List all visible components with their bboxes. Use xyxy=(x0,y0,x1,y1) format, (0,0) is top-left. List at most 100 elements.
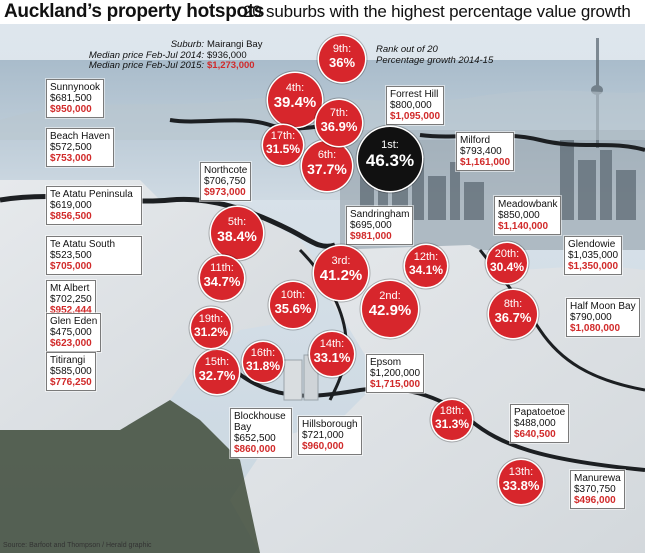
title-bar: Auckland’s property hotspots 20 suburbs … xyxy=(0,0,645,24)
rank-percent: 32.7% xyxy=(198,368,236,383)
suburb-new-price: $496,000 xyxy=(574,495,616,506)
rank-label: 5th: xyxy=(227,216,247,228)
rank-label: 20th: xyxy=(494,248,520,260)
suburb-new-price: $1,080,000 xyxy=(570,323,621,334)
suburb-new-price: $950,000 xyxy=(50,104,92,115)
rank-bubble-17: 17th: 31.5% xyxy=(263,125,303,165)
suburb-label-meadowbank: Meadowbank $850,000 $1,140,000 xyxy=(494,196,562,235)
rank-bubble-6: 6th: 37.7% xyxy=(302,141,352,191)
suburb-old-price: $619,000 xyxy=(50,200,92,211)
rank-percent: 33.1% xyxy=(313,350,351,365)
suburb-label-forrest-hill: Forrest Hill $800,000 $1,095,000 xyxy=(386,86,445,125)
suburb-name: Glen Eden xyxy=(50,316,98,327)
suburb-name: Manurewa xyxy=(574,473,621,484)
rank-percent: 31.5% xyxy=(265,142,301,156)
rank-percent: 46.3% xyxy=(365,151,415,170)
suburb-old-price: $850,000 xyxy=(498,210,540,221)
suburb-new-price: $1,350,000 xyxy=(568,261,619,272)
suburb-new-price: $973,000 xyxy=(204,187,246,198)
suburb-new-price: $1,715,000 xyxy=(370,379,421,390)
suburb-new-price: $952,444 xyxy=(50,305,92,316)
page-subtitle: 20 suburbs with the highest percentage v… xyxy=(243,2,631,21)
suburb-name: Sunnynook xyxy=(50,82,101,93)
rank-bubble-2: 2nd: 42.9% xyxy=(362,281,418,337)
suburb-new-price: $1,095,000 xyxy=(390,111,441,122)
suburb-old-price: $1,200,000 xyxy=(370,368,421,379)
rank-label: 1st: xyxy=(381,139,399,151)
suburb-label-half-moon-bay: Half Moon Bay $790,000 $1,080,000 xyxy=(566,298,640,337)
suburb-label-manurewa: Manurewa $370,750 $496,000 xyxy=(570,470,625,509)
suburb-new-price: $856,500 xyxy=(50,211,92,222)
suburb-name: Blockhouse Bay xyxy=(234,411,286,433)
suburb-name: Sandringham xyxy=(350,209,410,220)
rank-percent: 36% xyxy=(328,55,356,70)
suburb-old-price: $585,000 xyxy=(50,366,92,377)
suburb-old-price: $793,400 xyxy=(460,146,502,157)
rank-percent: 35.6% xyxy=(274,301,312,316)
rank-percent: 31.8% xyxy=(245,359,281,373)
rank-bubble-20: 20th: 30.4% xyxy=(487,243,527,283)
suburb-name: Hillsborough xyxy=(302,419,358,430)
suburb-new-price: $981,000 xyxy=(350,231,392,242)
legend-suburb-value: Mairangi Bay xyxy=(207,39,263,50)
suburb-label-sunnynook: Sunnynook $681,500 $950,000 xyxy=(46,79,105,118)
rank-label: 16th: xyxy=(250,347,276,359)
rank-percent: 34.1% xyxy=(408,263,444,277)
rank-bubble-18: 18th: 31.3% xyxy=(432,400,472,440)
rank-percent: 34.7% xyxy=(203,274,241,289)
rank-label: 19th: xyxy=(198,313,224,325)
suburb-label-te-atatu-peninsula: Te Atatu Peninsula $619,000 $856,500 xyxy=(46,186,142,225)
rank-bubble-9: 9th: 36% xyxy=(319,36,365,82)
rank-percent: 41.2% xyxy=(319,267,363,284)
suburb-name: Half Moon Bay xyxy=(570,301,636,312)
suburb-new-price: $623,000 xyxy=(50,338,92,349)
suburb-name: Forrest Hill xyxy=(390,89,439,100)
rank-bubble-15: 15th: 32.7% xyxy=(195,350,239,394)
suburb-old-price: $572,500 xyxy=(50,142,92,153)
rank-bubble-4: 4th: 39.4% xyxy=(268,73,322,127)
rank-bubble-1: 1st: 46.3% xyxy=(358,127,422,191)
rank-bubble-19: 19th: 31.2% xyxy=(191,308,231,348)
suburb-name: Te Atatu South xyxy=(50,239,116,250)
rank-label: 11th: xyxy=(210,262,234,274)
rank-bubble-8: 8th: 36.7% xyxy=(489,290,537,338)
suburb-name: Mt Albert xyxy=(50,283,90,294)
rank-label: 2nd: xyxy=(379,290,401,302)
suburb-old-price: $800,000 xyxy=(390,100,432,111)
rank-label: 17th: xyxy=(270,130,296,142)
source-credit: Source: Barfoot and Thompson / Herald gr… xyxy=(3,542,152,549)
suburb-name: Beach Haven xyxy=(50,131,111,142)
suburb-name: Epsom xyxy=(370,357,402,368)
suburb-label-blockhouse-bay: Blockhouse Bay $652,500 $860,000 xyxy=(230,408,292,458)
suburb-label-hillsborough: Hillsborough $721,000 $960,000 xyxy=(298,416,362,455)
rank-label: 14th: xyxy=(319,338,345,350)
legend-key: Suburb: Mairangi Bay Median price Feb-Jul… xyxy=(88,39,263,72)
suburb-new-price: $1,161,000 xyxy=(460,157,511,168)
suburb-label-glen-eden: Glen Eden $475,000 $623,000 xyxy=(46,313,102,352)
legend-new-value: $1,273,000 xyxy=(207,60,255,71)
suburb-old-price: $523,500 xyxy=(50,250,92,261)
legend-growth-text: Percentage growth 2014-15 xyxy=(376,55,494,66)
suburb-old-price: $695,000 xyxy=(350,220,392,231)
rank-percent: 36.7% xyxy=(494,310,532,325)
rank-label: 7th: xyxy=(329,107,349,119)
suburb-new-price: $860,000 xyxy=(234,444,276,455)
rank-bubble-11: 11th: 34.7% xyxy=(200,256,244,300)
rank-label: 12th: xyxy=(413,251,439,263)
rank-percent: 38.4% xyxy=(217,228,257,244)
legend-rank-text: Rank out of 20 xyxy=(376,44,438,55)
suburb-label-epsom: Epsom $1,200,000 $1,715,000 xyxy=(366,354,425,393)
suburb-new-price: $705,000 xyxy=(50,261,92,272)
suburb-name: Titirangi xyxy=(50,355,86,366)
rank-bubble-16: 16th: 31.8% xyxy=(243,342,283,382)
rank-percent: 42.9% xyxy=(368,302,412,319)
rank-bubble-3: 3rd: 41.2% xyxy=(314,246,368,300)
rank-percent: 37.7% xyxy=(307,161,347,177)
suburb-new-price: $753,000 xyxy=(50,153,92,164)
rank-label: 3rd: xyxy=(331,255,351,267)
suburb-old-price: $790,000 xyxy=(570,312,612,323)
suburb-name: Te Atatu Peninsula xyxy=(50,189,133,200)
suburb-old-price: $475,000 xyxy=(50,327,92,338)
rank-label: 9th: xyxy=(332,43,352,55)
